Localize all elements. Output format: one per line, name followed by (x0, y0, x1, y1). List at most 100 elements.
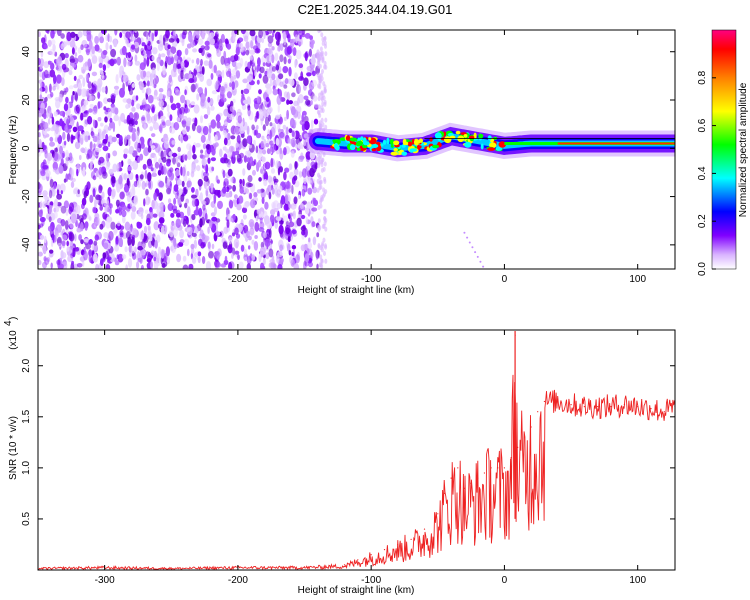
signal-hotspot (390, 151, 399, 156)
noise-dot (188, 73, 193, 80)
noise-dot (301, 229, 306, 236)
noise-dot (205, 261, 212, 269)
noise-dot (88, 253, 92, 263)
noise-dot (199, 229, 204, 237)
noise-dot (265, 55, 272, 64)
noise-dot (246, 75, 253, 83)
noise-dot (170, 46, 177, 55)
noise-dot (294, 161, 298, 170)
noise-dot (62, 131, 66, 141)
noise-dot (207, 96, 211, 103)
noise-dot (297, 38, 304, 46)
noise-dot (276, 202, 282, 210)
snr-panel: -300 -200 -100 0 100 0.5 1.0 1.5 2.0 Height of … (3, 317, 676, 596)
noise-dot (146, 57, 150, 67)
noise-dot (253, 192, 258, 198)
noise-dot (104, 116, 108, 123)
noise-dot (243, 121, 248, 131)
noise-dot (196, 165, 201, 172)
noise-dot (256, 95, 260, 104)
noise-dot (300, 225, 306, 232)
noise-dot (57, 56, 63, 65)
noise-dot (214, 206, 217, 216)
noise-dot (272, 88, 278, 96)
noise-dot (117, 176, 123, 185)
noise-dot (178, 188, 183, 196)
noise-dot (89, 194, 94, 203)
noise-dot (39, 86, 43, 95)
noise-dot (169, 114, 173, 122)
noise-dot (174, 54, 179, 61)
noise-dot (321, 224, 325, 229)
noise-dot (86, 30, 92, 35)
noise-dot (288, 66, 292, 77)
noise-dot (224, 255, 228, 262)
noise-dot (93, 143, 96, 150)
noise-dot (156, 62, 160, 72)
noise-dot (81, 88, 87, 98)
noise-dot (317, 110, 321, 116)
snr-scale-label: (x10 4 ) (3, 317, 19, 350)
noise-dot (171, 152, 178, 158)
noise-dot (187, 206, 191, 217)
noise-dot (200, 58, 203, 66)
noise-dot (91, 46, 95, 55)
noise-dot (192, 153, 197, 160)
noise-dot (224, 121, 228, 127)
noise-dot (320, 108, 323, 113)
noise-dot (43, 113, 47, 120)
noise-dot (77, 47, 82, 54)
noise-dot (217, 94, 220, 103)
noise-dot (271, 54, 275, 64)
noise-dot (66, 118, 70, 126)
noise-dot (320, 162, 324, 168)
noise-dot (55, 98, 61, 109)
noise-dot (262, 124, 266, 131)
noise-dot (215, 218, 221, 223)
noise-dot (274, 207, 279, 213)
noise-dot (59, 145, 63, 155)
noise-dot (217, 200, 223, 210)
noise-dot (262, 257, 266, 266)
noise-dot (175, 169, 180, 177)
noise-dot (182, 218, 187, 227)
snr-point (383, 549, 386, 551)
noise-dot (149, 126, 153, 132)
snr-point (457, 467, 459, 469)
noise-dot (190, 170, 195, 178)
noise-dot (83, 190, 88, 199)
snr-point (483, 472, 485, 474)
noise-dot (288, 100, 294, 105)
noise-dot (57, 242, 62, 248)
noise-dot (150, 145, 156, 150)
noise-dot (283, 171, 287, 181)
noise-dot (228, 261, 233, 269)
noise-dot (288, 163, 293, 171)
noise-dot (291, 184, 294, 195)
noise-dot (44, 257, 50, 265)
noise-dot (48, 189, 53, 199)
noise-dot (115, 199, 120, 207)
noise-dot (301, 188, 306, 197)
snr-scale-prefix: (x10 (8, 330, 19, 350)
noise-dot (150, 261, 154, 269)
noise-dot (324, 124, 328, 130)
noise-dot (234, 250, 240, 255)
noise-dot (186, 180, 192, 188)
noise-dot (113, 85, 120, 90)
noise-dot (463, 231, 466, 234)
noise-dot (266, 148, 271, 155)
noise-dot (258, 30, 264, 39)
noise-dot (118, 237, 123, 247)
noise-dot (98, 62, 103, 69)
snr-ylabel: SNR (10 * v/v) (8, 416, 19, 480)
noise-dot (235, 142, 239, 148)
noise-dot (71, 260, 75, 265)
noise-dot (231, 81, 235, 90)
noise-dot (60, 219, 66, 227)
noise-dot (88, 40, 93, 50)
noise-dot (291, 120, 296, 128)
noise-dot (243, 88, 250, 95)
noise-dot (238, 195, 244, 204)
colorbar-tick-label: 0.8 (697, 70, 708, 84)
